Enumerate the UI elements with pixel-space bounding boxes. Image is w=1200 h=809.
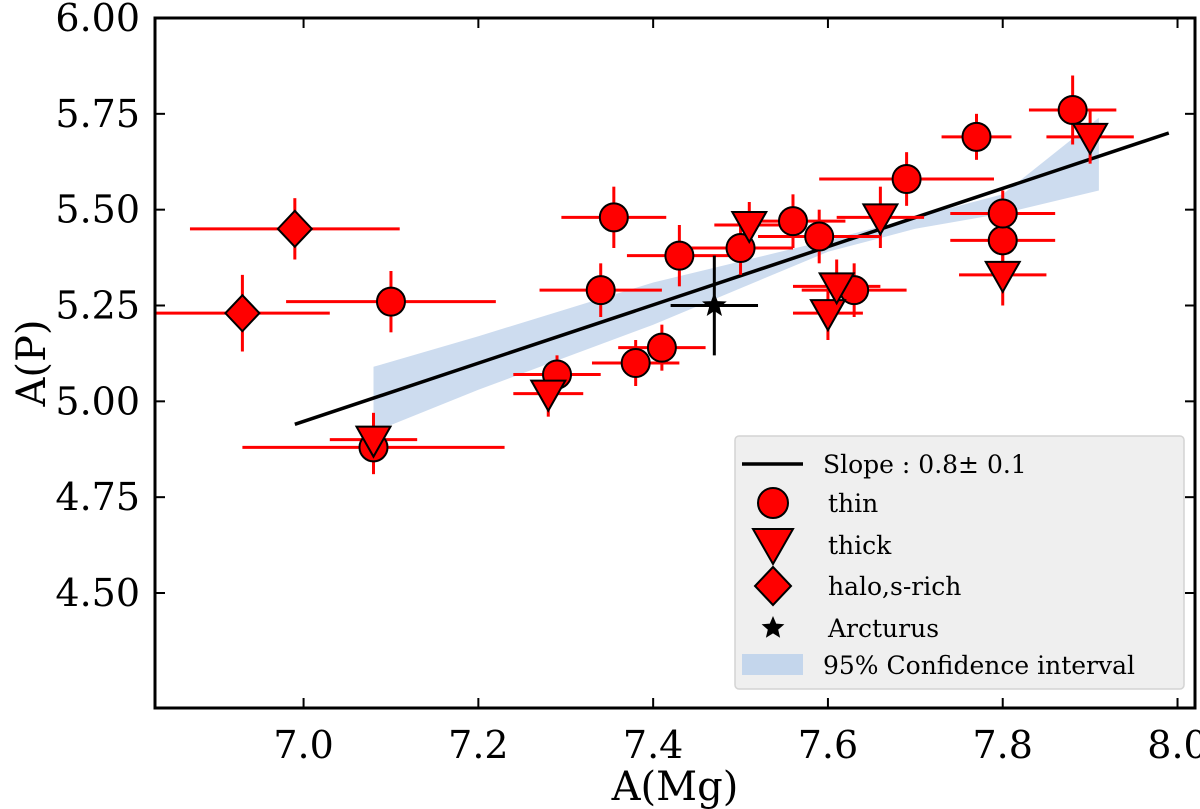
tick-layer: 7.0 7.2 7.4 7.6 7.8 8.0 4.50 4.75 5.00 5.25 5.50 5.… <box>55 0 1200 767</box>
confidence-band <box>373 117 1099 432</box>
thin-point <box>777 206 808 237</box>
y-tick-label: 5.50 <box>55 188 140 232</box>
legend-fit-line-label: Slope : 0.8± 0.1 <box>823 450 1027 479</box>
thin-point <box>987 225 1018 256</box>
x-tick-label: 7.2 <box>448 723 508 767</box>
x-axis-label: A(Mg) <box>611 764 739 809</box>
confidence-band-layer <box>373 117 1099 432</box>
thick-point <box>730 211 769 245</box>
fit-line-layer <box>294 131 1170 426</box>
legend-halo-marker <box>753 565 793 607</box>
x-tick-label: 8.0 <box>1147 723 1200 767</box>
legend-band-swatch <box>742 654 803 675</box>
thin-point <box>891 164 922 194</box>
fit-line <box>294 131 1170 426</box>
thick-point <box>809 299 847 333</box>
halo-point <box>224 293 261 333</box>
x-tick-label: 7.6 <box>798 723 858 767</box>
legend-frame <box>734 435 1185 690</box>
x-tick-label: 7.0 <box>273 723 333 767</box>
thin-point <box>725 233 756 263</box>
thin-point <box>375 286 406 317</box>
thin-point <box>585 275 616 306</box>
thick-point <box>354 425 393 459</box>
thin-point <box>646 332 677 363</box>
legend: Slope : 0.8± 0.1 thin thick halo,s-rich … <box>734 435 1185 690</box>
arcturus-point <box>702 292 727 316</box>
thick-point <box>817 272 856 306</box>
thick-point <box>529 379 567 413</box>
thin-point <box>961 121 992 152</box>
thin-point <box>598 202 629 233</box>
marker-layer <box>224 95 1109 463</box>
legend-thin-marker <box>757 487 789 519</box>
x-tick-label: 7.8 <box>973 723 1033 767</box>
legend-thick-label: thick <box>828 531 892 560</box>
thin-point <box>664 240 695 271</box>
thin-point <box>804 221 835 252</box>
thin-point <box>987 198 1018 229</box>
y-tick-label: 4.50 <box>55 571 140 615</box>
legend-thin-label: thin <box>828 489 878 518</box>
legend-arcturus-label: Arcturus <box>827 614 939 643</box>
y-tick-label: 6.00 <box>55 0 140 40</box>
thick-point <box>1071 122 1109 156</box>
y-axis-label: A(P) <box>9 319 55 407</box>
legend-halo-label: halo,s-rich <box>828 572 961 601</box>
y-tick-label: 5.00 <box>55 379 140 423</box>
y-tick-label: 5.25 <box>55 284 140 328</box>
legend-band-label: 95% Confidence interval <box>823 651 1135 680</box>
thick-point <box>861 203 900 237</box>
x-tick-label: 7.4 <box>623 723 683 767</box>
y-tick-label: 5.75 <box>55 92 140 136</box>
plot-frame <box>153 16 1197 710</box>
legend-arcturus-marker <box>761 616 785 638</box>
thin-point <box>620 348 651 378</box>
y-tick-label: 4.75 <box>55 475 140 519</box>
legend-thick-marker <box>751 528 795 567</box>
thin-point <box>1057 95 1088 125</box>
thick-point <box>984 260 1022 294</box>
halo-point <box>276 209 314 249</box>
